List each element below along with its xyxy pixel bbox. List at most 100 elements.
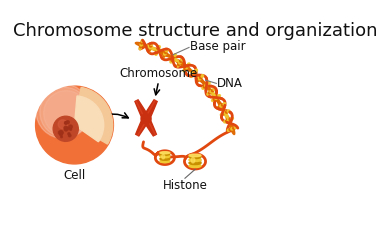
Ellipse shape (216, 107, 219, 109)
Ellipse shape (181, 58, 183, 61)
Polygon shape (135, 100, 149, 120)
Ellipse shape (211, 89, 214, 92)
Ellipse shape (160, 155, 170, 158)
Ellipse shape (207, 87, 215, 96)
Ellipse shape (222, 104, 224, 106)
Circle shape (68, 133, 70, 135)
Ellipse shape (229, 118, 232, 120)
Circle shape (64, 126, 67, 130)
Polygon shape (143, 100, 157, 120)
Ellipse shape (162, 56, 164, 59)
Ellipse shape (227, 110, 230, 112)
Ellipse shape (185, 66, 188, 69)
Circle shape (35, 86, 113, 164)
Ellipse shape (193, 156, 201, 167)
Ellipse shape (158, 46, 160, 48)
Ellipse shape (181, 63, 191, 71)
Ellipse shape (186, 65, 189, 67)
Ellipse shape (189, 164, 201, 168)
Ellipse shape (227, 119, 230, 121)
Ellipse shape (188, 63, 190, 66)
Ellipse shape (156, 49, 159, 52)
Circle shape (61, 136, 62, 138)
Circle shape (65, 122, 67, 124)
Ellipse shape (173, 55, 175, 58)
Text: Chromosome structure and organization: Chromosome structure and organization (13, 22, 377, 40)
Ellipse shape (213, 88, 216, 90)
Ellipse shape (190, 75, 192, 78)
Ellipse shape (195, 69, 197, 72)
Ellipse shape (218, 95, 220, 97)
Ellipse shape (174, 54, 176, 56)
Ellipse shape (224, 112, 226, 114)
Ellipse shape (150, 44, 152, 47)
Ellipse shape (189, 158, 201, 162)
Circle shape (66, 121, 69, 124)
Ellipse shape (205, 84, 207, 87)
Circle shape (69, 134, 71, 137)
Ellipse shape (211, 99, 214, 102)
Ellipse shape (140, 45, 142, 48)
Circle shape (53, 116, 78, 141)
Text: Cell: Cell (63, 169, 86, 182)
Ellipse shape (222, 113, 225, 115)
Wedge shape (74, 96, 104, 142)
Text: Chromosome: Chromosome (119, 67, 198, 80)
Ellipse shape (223, 103, 226, 105)
Ellipse shape (162, 154, 165, 159)
Ellipse shape (202, 87, 204, 89)
Ellipse shape (212, 93, 220, 103)
Ellipse shape (197, 79, 199, 81)
Ellipse shape (213, 98, 216, 100)
Ellipse shape (163, 153, 170, 162)
Ellipse shape (175, 59, 185, 66)
Ellipse shape (189, 155, 201, 159)
Circle shape (69, 125, 72, 128)
Ellipse shape (233, 127, 235, 129)
Ellipse shape (234, 126, 237, 129)
Ellipse shape (201, 75, 204, 77)
Ellipse shape (222, 108, 228, 118)
Ellipse shape (230, 123, 235, 134)
Ellipse shape (195, 74, 204, 83)
Circle shape (36, 84, 90, 138)
Ellipse shape (168, 55, 178, 62)
Ellipse shape (183, 69, 185, 72)
Ellipse shape (206, 83, 209, 85)
Wedge shape (74, 87, 113, 144)
Ellipse shape (210, 90, 213, 93)
Circle shape (60, 133, 62, 136)
Circle shape (64, 128, 67, 131)
Circle shape (141, 114, 151, 124)
Polygon shape (136, 117, 149, 136)
Ellipse shape (225, 120, 228, 122)
Ellipse shape (202, 81, 210, 90)
Ellipse shape (200, 76, 202, 78)
Ellipse shape (172, 57, 174, 60)
Ellipse shape (160, 160, 170, 163)
Ellipse shape (164, 53, 166, 55)
Ellipse shape (165, 49, 168, 52)
Ellipse shape (148, 50, 150, 53)
Ellipse shape (208, 82, 210, 84)
Ellipse shape (191, 73, 194, 76)
Ellipse shape (144, 45, 156, 50)
Ellipse shape (160, 152, 170, 154)
Ellipse shape (157, 48, 160, 50)
Circle shape (61, 132, 63, 134)
Ellipse shape (177, 63, 180, 66)
Ellipse shape (165, 51, 167, 54)
Text: DNA: DNA (217, 77, 243, 90)
Ellipse shape (196, 80, 198, 83)
Ellipse shape (220, 105, 222, 107)
Circle shape (58, 120, 67, 129)
Ellipse shape (140, 42, 143, 44)
Ellipse shape (207, 93, 209, 95)
Ellipse shape (155, 53, 157, 55)
Ellipse shape (189, 154, 201, 157)
Ellipse shape (160, 51, 170, 57)
Ellipse shape (180, 60, 182, 62)
Ellipse shape (208, 92, 211, 94)
Ellipse shape (191, 157, 195, 163)
Ellipse shape (160, 157, 170, 160)
